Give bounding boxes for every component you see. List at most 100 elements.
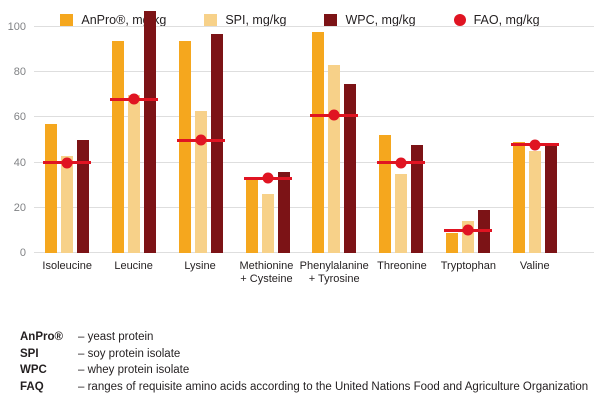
fao-dot	[61, 157, 73, 169]
bar-wpc	[544, 144, 557, 253]
legend-swatch-circle	[453, 14, 466, 26]
legend-swatch-square	[204, 13, 218, 27]
x-axis-label-line: Valine	[519, 260, 550, 272]
bar-wpc	[210, 33, 223, 253]
footnote-term: SPI	[20, 347, 39, 360]
plot-area	[34, 9, 594, 253]
x-axis-label: Valine	[502, 260, 568, 286]
fao-dot	[529, 139, 541, 151]
y-tick-label: 40	[13, 156, 26, 169]
fao-dot	[195, 134, 207, 146]
y-tick-label: 0	[19, 247, 26, 259]
legend-item: FAO, mg/kg	[453, 13, 540, 27]
x-axis-label: Lysine	[167, 260, 233, 286]
x-axis-label-line: Leucine	[114, 260, 153, 272]
legend-swatch-square	[324, 13, 338, 27]
bar-anpro	[312, 31, 325, 253]
bar-spi	[528, 151, 541, 253]
legend-label: WPC, mg/kg	[345, 13, 416, 27]
bar-wpc	[277, 171, 290, 253]
footnote-definition: – ranges of requisite amino acids accord…	[78, 380, 589, 393]
legend-item: WPC, mg/kg	[324, 13, 416, 27]
bar-group	[435, 9, 502, 253]
fao-dot	[395, 157, 407, 169]
gridline	[34, 26, 594, 27]
fao-marker	[43, 157, 92, 169]
bar-chart: 0 20 40 60 80 100 Isoleucine Leucine Lysine Meth…	[0, 9, 594, 286]
footnote-term: FAQ	[20, 380, 44, 393]
fao-marker	[110, 93, 159, 105]
bar-group	[34, 9, 101, 253]
y-tick-label: 60	[13, 111, 26, 124]
legend-swatch-square	[60, 13, 74, 27]
bar-spi	[328, 65, 341, 253]
bar-group	[234, 9, 301, 253]
y-tick-label: 20	[13, 201, 26, 214]
bar-group	[168, 9, 235, 253]
bar-wpc	[411, 144, 424, 253]
footnote-row: WPC – whey protein isolate	[20, 362, 594, 379]
footnote-row: SPI – soy protein isolate	[20, 346, 594, 363]
plot-wrap: 0 20 40 60 80 100	[0, 9, 594, 259]
x-axis-label: Threonine	[369, 260, 435, 286]
bar-group	[301, 9, 368, 253]
x-axis-label: Isoleucine	[34, 260, 100, 286]
footnote-row: FAQ – ranges of requisite amino acids acc…	[20, 379, 594, 396]
x-axis-label-line: Phenylalanine	[299, 260, 369, 272]
x-axis-label: Phenylalanine + Tyrosine	[300, 260, 369, 286]
bar-spi	[61, 155, 74, 253]
fao-marker	[377, 157, 426, 169]
bar-wpc	[144, 11, 157, 253]
x-axis-label: Methionine + Cysteine	[233, 260, 299, 286]
bar-group	[368, 9, 435, 253]
fao-marker	[510, 139, 559, 151]
bar-anpro	[445, 232, 458, 253]
x-axis-label-line: + Tyrosine	[308, 273, 360, 285]
footnote-row: AnPro® – yeast protein	[20, 329, 594, 346]
footnote-term: WPC	[20, 364, 47, 376]
fao-marker	[176, 134, 225, 146]
bar-wpc	[344, 83, 357, 253]
bar-spi	[261, 194, 274, 253]
bar-group	[101, 9, 168, 253]
fao-marker	[310, 109, 359, 121]
fao-dot	[328, 109, 340, 121]
footnotes: AnPro® – yeast protein SPI – soy protein is…	[20, 329, 594, 395]
x-axis-label-line: Tryptophan	[440, 260, 496, 272]
fao-dot	[128, 93, 140, 105]
fao-dot	[462, 224, 474, 236]
footnote-definition: – whey protein isolate	[78, 364, 190, 376]
y-tick-label: 80	[13, 66, 26, 79]
bar-anpro	[112, 40, 125, 253]
bar-anpro	[512, 142, 525, 253]
x-axis-label-line: Lysine	[184, 260, 216, 272]
bar-wpc	[77, 140, 90, 253]
y-axis: 0 20 40 60 80 100	[0, 9, 34, 259]
x-axis-label-line: Threonine	[377, 260, 427, 272]
fao-marker	[243, 172, 292, 184]
footnote-term: AnPro®	[20, 331, 63, 343]
x-axis-label: Leucine	[100, 260, 166, 286]
fao-marker	[443, 224, 492, 236]
footnote-definition: – soy protein isolate	[78, 347, 181, 360]
bar-spi	[194, 110, 207, 253]
x-axis-label-line: Isoleucine	[42, 260, 92, 272]
bar-anpro	[379, 135, 392, 253]
legend-item: SPI, mg/kg	[204, 13, 286, 27]
x-axis: Isoleucine Leucine Lysine Methionine + Cyste…	[34, 260, 594, 286]
x-axis-label: Tryptophan	[435, 260, 501, 286]
bar-anpro	[45, 124, 58, 253]
bar-group	[501, 9, 568, 253]
bar-spi	[395, 173, 408, 253]
bar-groups	[34, 9, 594, 253]
bar-anpro	[178, 40, 191, 253]
x-axis-label-line: Methionine	[239, 260, 294, 272]
legend-label: SPI, mg/kg	[225, 13, 287, 27]
y-tick-label: 100	[7, 21, 26, 33]
fao-dot	[262, 172, 274, 184]
x-axis-label-line: + Cysteine	[240, 273, 293, 285]
footnote-definition: – yeast protein	[78, 331, 154, 343]
bar-spi	[128, 94, 141, 253]
bar-anpro	[245, 178, 258, 253]
